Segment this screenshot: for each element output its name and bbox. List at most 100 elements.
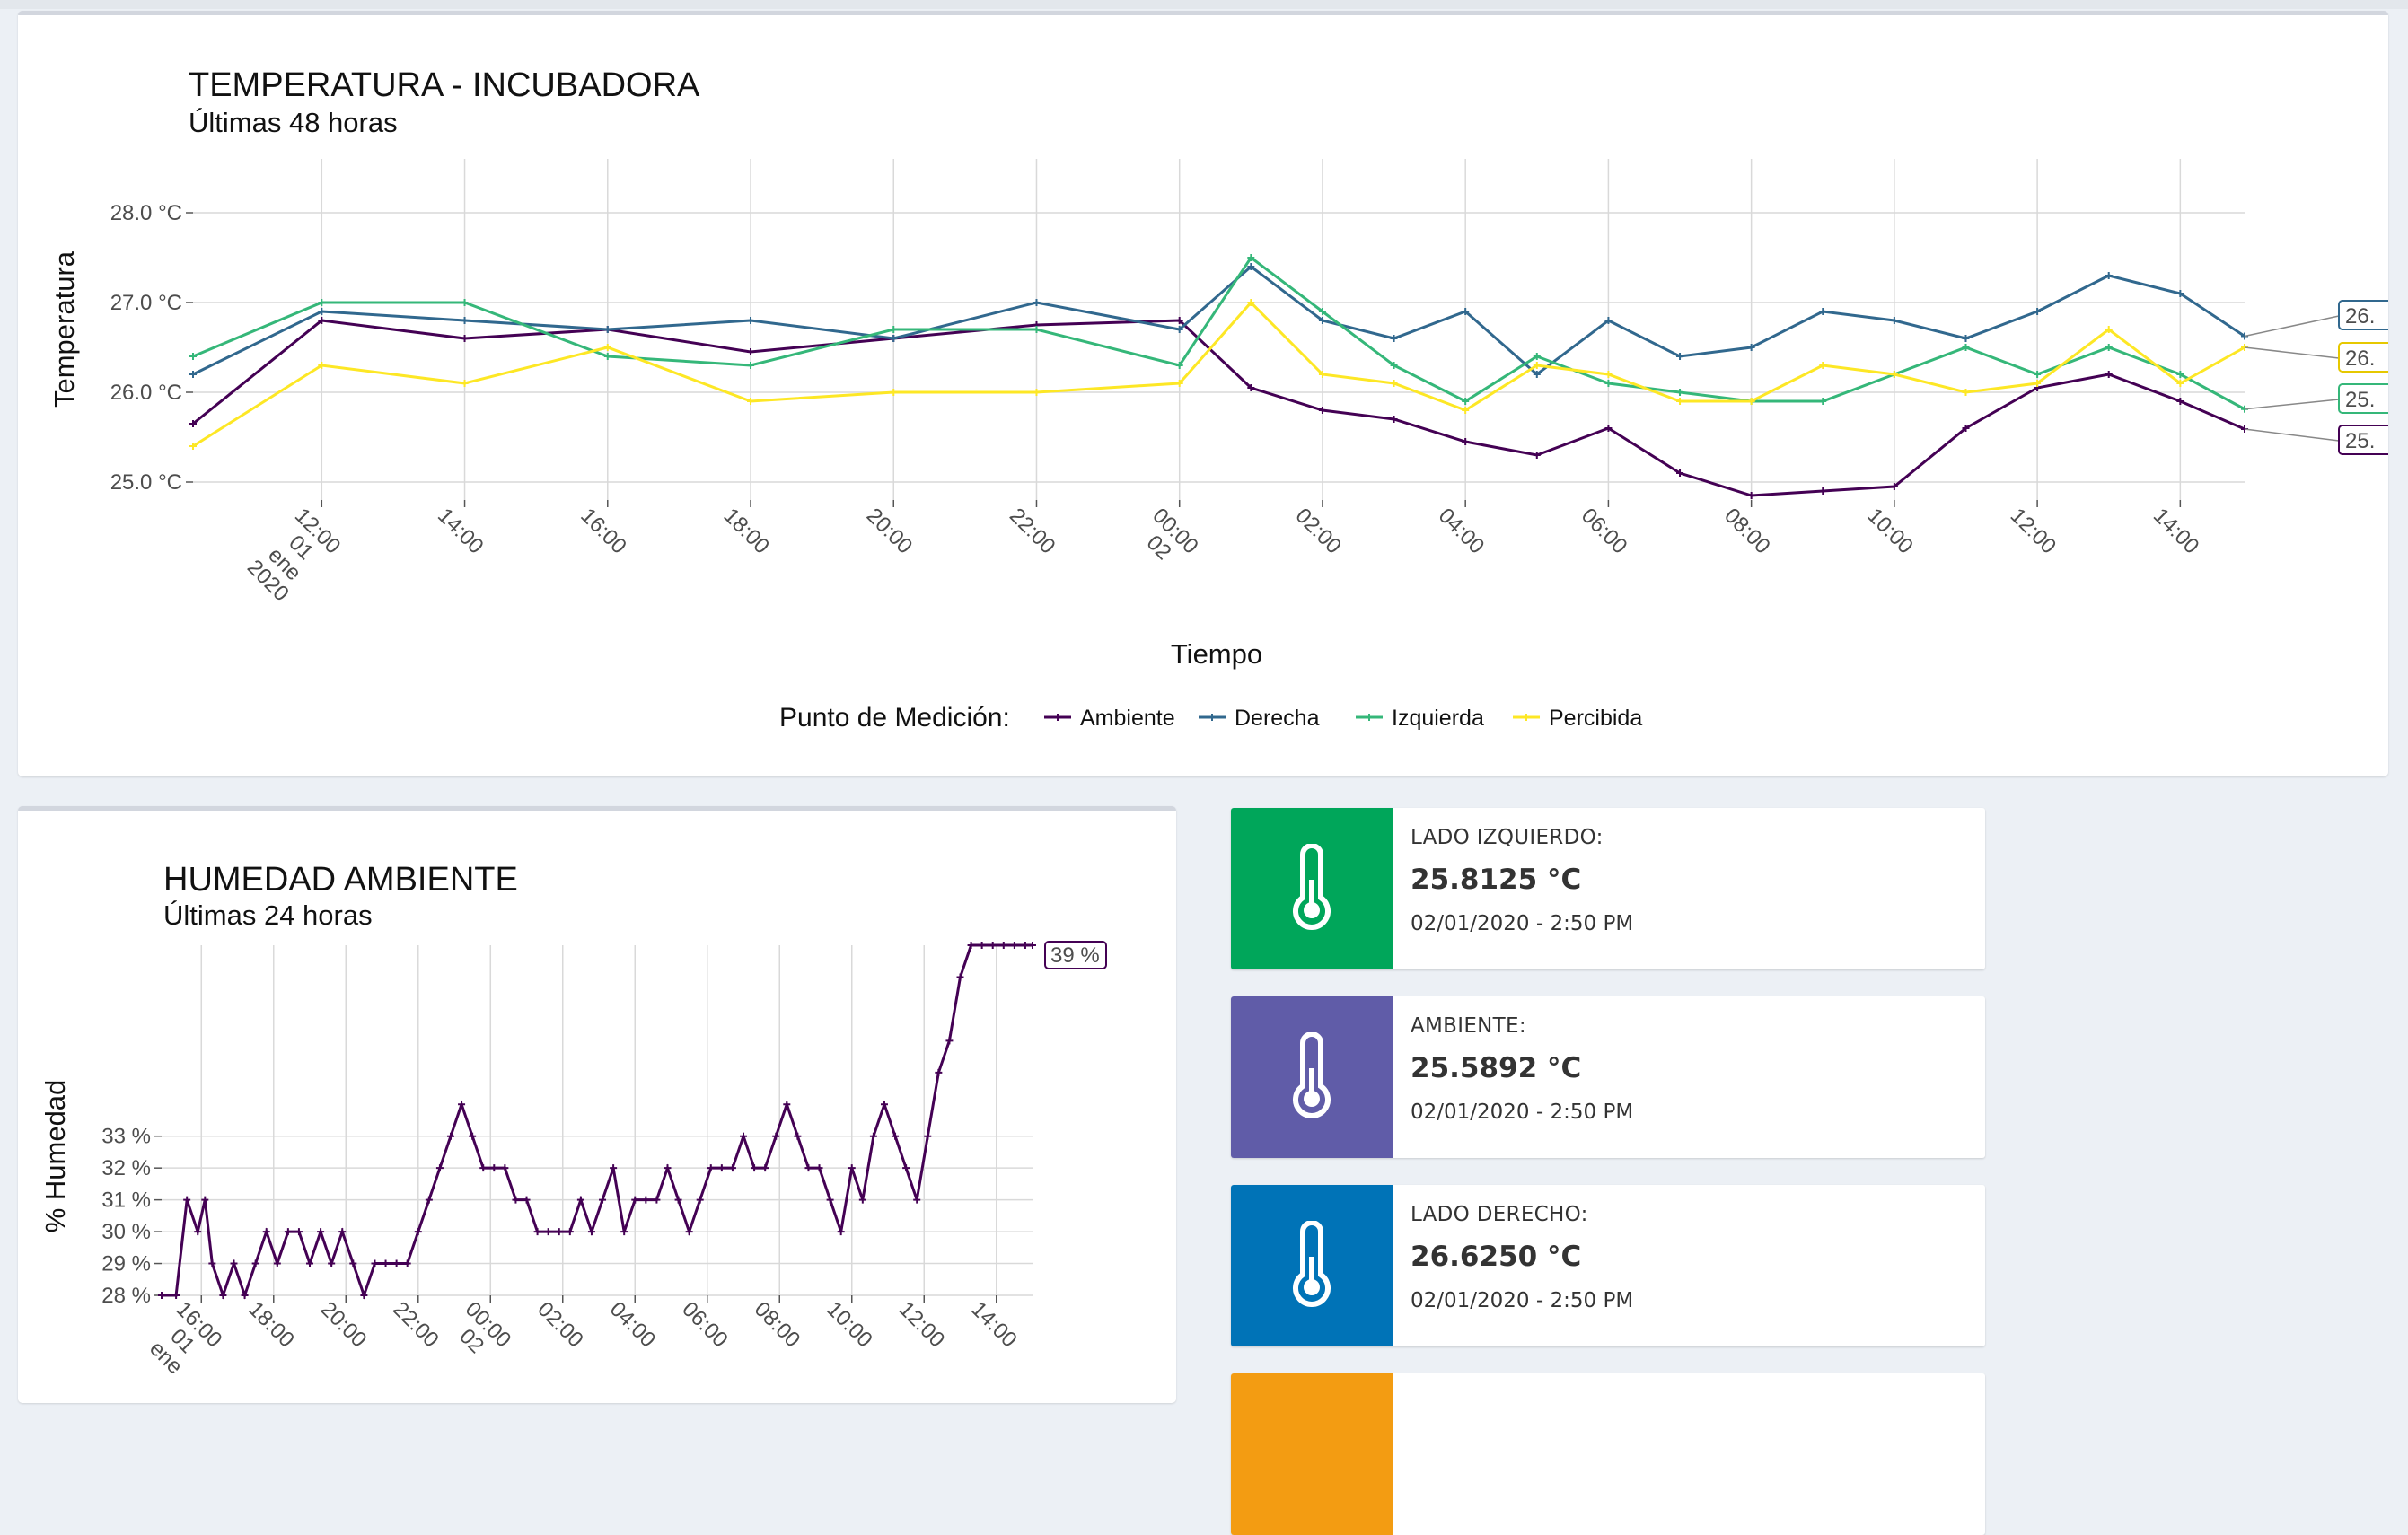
x-tick-group: 20:00 <box>316 1297 372 1353</box>
x-tick-label: 12:00 <box>2006 504 2061 559</box>
legend-title: Punto de Medición: <box>779 703 1010 732</box>
x-tick-label: 14:00 <box>433 504 488 559</box>
x-tick-group: 06:00 <box>677 1297 733 1353</box>
chart-subtitle: Últimas 24 horas <box>163 899 373 931</box>
data-point <box>189 371 197 378</box>
data-point <box>1676 469 1684 477</box>
data-point <box>1819 487 1827 495</box>
data-point <box>1247 384 1255 391</box>
data-point <box>273 1259 281 1267</box>
data-point <box>566 1228 574 1236</box>
data-point <box>890 335 898 342</box>
data-point <box>2105 371 2113 378</box>
data-point <box>696 1196 704 1204</box>
x-tick-group: 16:00 <box>576 504 631 559</box>
data-point <box>1318 407 1326 414</box>
data-point <box>890 326 898 333</box>
label-leader <box>2244 428 2340 442</box>
x-tick-label: 04:00 <box>1434 504 1490 559</box>
data-point <box>1747 492 1755 499</box>
data-point <box>1366 714 1373 721</box>
data-point <box>1819 308 1827 315</box>
data-point <box>1604 371 1613 378</box>
data-point <box>461 317 469 324</box>
x-tick-label: 02:00 <box>532 1297 588 1353</box>
data-point <box>1247 254 1255 261</box>
info-box-partial <box>1231 1373 1985 1535</box>
data-point <box>913 1196 921 1204</box>
data-point <box>425 1196 433 1204</box>
data-point <box>761 1164 769 1172</box>
data-point <box>576 1196 584 1204</box>
x-tick-group: 18:00 <box>243 1297 299 1353</box>
data-point <box>318 362 326 369</box>
data-point <box>1029 942 1036 949</box>
data-point <box>664 1164 672 1172</box>
data-point <box>1523 714 1530 721</box>
x-tick-group: 02:00 <box>532 1297 588 1353</box>
data-point <box>1247 263 1255 270</box>
x-tick-group: 04:00 <box>1434 504 1490 559</box>
x-tick-group: 04:00 <box>605 1297 661 1353</box>
x-tick-group: 02:00 <box>1290 504 1346 559</box>
data-point <box>902 1164 910 1172</box>
data-point <box>318 299 326 306</box>
x-tick-label: 20:00 <box>316 1297 372 1353</box>
y-tick-label: 25.0 °C <box>110 470 182 495</box>
chart-subtitle: Últimas 48 horas <box>189 107 398 138</box>
data-point <box>1175 362 1183 369</box>
data-point <box>360 1292 368 1299</box>
info-box-right-side: LADO DERECHO: 26.6250 °C 02/01/2020 - 2:… <box>1231 1185 1985 1346</box>
data-point <box>837 1228 845 1236</box>
data-point <box>1890 371 1898 378</box>
info-box-left-side: LADO IZQUIERDO: 25.8125 °C 02/01/2020 - … <box>1231 808 1985 969</box>
data-point <box>717 1164 725 1172</box>
chart-title: HUMEDAD AMBIENTE <box>163 861 518 899</box>
data-point <box>603 353 611 360</box>
data-point <box>201 1196 209 1204</box>
x-tick-group: 18:00 <box>719 504 775 559</box>
data-point <box>1033 299 1041 306</box>
data-point <box>707 1164 715 1172</box>
data-point <box>2105 272 2113 279</box>
data-point <box>2176 380 2184 387</box>
y-tick-label: 32 % <box>101 1156 151 1180</box>
data-point <box>189 420 197 427</box>
info-icon-bg <box>1231 1185 1393 1346</box>
data-point <box>338 1228 347 1236</box>
x-tick-label: 14:00 <box>966 1297 1022 1353</box>
data-point <box>1208 714 1216 721</box>
data-point <box>599 1196 607 1204</box>
legend-item: Izquierda <box>1392 706 1484 731</box>
temperature-panel: TEMPERATURA - INCUBADORA Últimas 48 horas… <box>18 11 2394 776</box>
data-point <box>1021 942 1029 949</box>
info-timestamp: 02/01/2020 - 2:50 PM <box>1411 1289 1634 1312</box>
data-point <box>501 1164 509 1172</box>
data-point <box>747 398 755 405</box>
x-tick-group: 20:00 <box>862 504 918 559</box>
data-point <box>1533 362 1541 369</box>
legend-item: Ambiente <box>1080 706 1175 731</box>
data-point <box>1010 942 1018 949</box>
data-point <box>208 1259 216 1267</box>
data-point <box>610 1164 618 1172</box>
data-point <box>728 1164 736 1172</box>
data-point <box>747 362 755 369</box>
data-point <box>318 308 326 315</box>
x-tick-label: 08:00 <box>1719 504 1775 559</box>
info-box-ambient: AMBIENTE: 25.5892 °C 02/01/2020 - 2:50 P… <box>1231 996 1985 1158</box>
x-tick-label: 20:00 <box>862 504 918 559</box>
data-point <box>1747 398 1755 405</box>
data-point <box>1462 398 1470 405</box>
data-point <box>1318 317 1326 324</box>
data-point <box>1962 389 1970 396</box>
info-value: 26.6250 °C <box>1411 1241 1582 1273</box>
x-tick-group: 14:00 <box>433 504 488 559</box>
data-point <box>1462 438 1470 445</box>
y-tick-label: 31 % <box>101 1189 151 1213</box>
data-point <box>469 1132 477 1140</box>
data-point <box>523 1196 531 1204</box>
data-point <box>1533 353 1541 360</box>
data-point <box>956 973 964 981</box>
